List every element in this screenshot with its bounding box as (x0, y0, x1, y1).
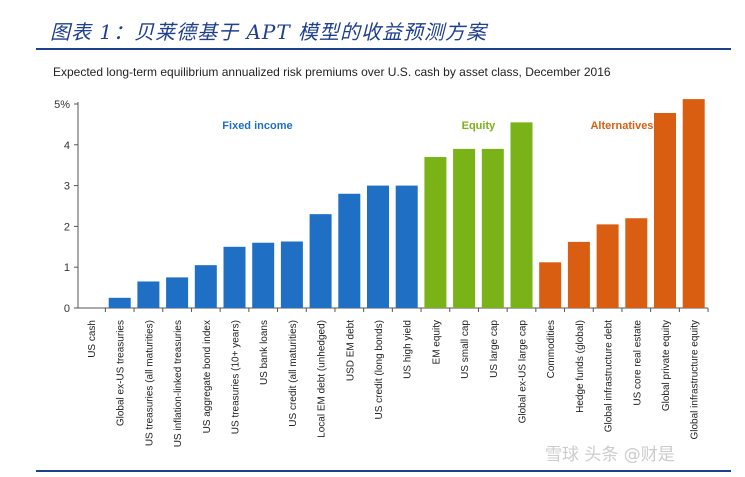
x-tick-label: Global ex-US large cap (518, 320, 529, 424)
x-tick-label: US core real estate (632, 320, 643, 406)
watermark-text: 雪球 头条 @财是 (545, 445, 675, 465)
title-divider (36, 48, 731, 50)
figure-title: 图表 1：贝莱德基于 APT 模型的收益预测方案 (50, 20, 488, 44)
y-tick-label: 4 (64, 140, 70, 152)
bar (424, 157, 447, 308)
bar (280, 241, 303, 308)
x-tick-label: US small cap (460, 320, 471, 379)
x-tick-label: Global infrastructure debt (604, 320, 615, 433)
bar (367, 185, 389, 308)
bar (625, 218, 648, 308)
y-tick-label: 2 (64, 221, 70, 233)
bar (481, 148, 504, 308)
x-tick-label: Hedge funds (global) (575, 320, 586, 413)
x-tick-label: US high yield (403, 320, 414, 379)
x-tick-label: US credit (all maturities) (288, 320, 299, 427)
bar (194, 265, 217, 308)
x-tick-label: Global private equity (661, 320, 672, 411)
x-tick-label: US bank loans (259, 320, 270, 385)
bar (596, 224, 619, 308)
x-tick-label: EM equity (431, 320, 442, 364)
y-tick-label: 3 (64, 181, 70, 193)
bar (510, 122, 533, 308)
x-tick-labels: US cash Global ex-US treasuries US treasur… (87, 320, 701, 448)
y-tick-label: 1 (64, 262, 70, 274)
y-tick-label: 0 (64, 303, 70, 315)
y-tick-label: 5% (54, 99, 70, 111)
x-tick-label: Global ex-US treasuries (116, 320, 127, 426)
group-label: Alternatives (590, 120, 653, 132)
x-tick-label: US treasuries (all maturities) (144, 320, 155, 446)
bar (137, 281, 160, 308)
x-tick-label: US aggregate bond index (202, 320, 213, 433)
x-tick-label: US cash (87, 320, 98, 358)
bar (654, 112, 676, 308)
bar (166, 277, 189, 308)
x-tick-label: Commodities (546, 320, 557, 378)
x-axis (78, 307, 709, 312)
x-tick-label: Global infrastructure equity (690, 320, 701, 440)
x-tick-label: Local EM debt (unhedged) (317, 320, 328, 438)
x-tick-label: USD EM debt (345, 320, 356, 381)
bar (567, 241, 590, 308)
bar (682, 99, 705, 308)
bottom-divider (36, 470, 731, 472)
bar (309, 214, 332, 308)
bar (108, 297, 131, 308)
group-label: Equity (462, 120, 496, 132)
bar (395, 185, 418, 308)
bar (338, 193, 361, 308)
x-tick-label: US treasuries (10+ years) (231, 320, 242, 434)
group-labels: Fixed income Equity Alternatives (222, 120, 653, 132)
group-label: Fixed income (222, 120, 292, 132)
bar (539, 262, 562, 308)
bar (252, 242, 275, 308)
x-tick-label: US credit (long bonds) (374, 320, 385, 420)
x-tick-label: US large cap (489, 320, 500, 378)
chart-title: Expected long-term equilibrium annualize… (53, 65, 611, 79)
x-tick-label: US inflation-linked treasuries (173, 320, 184, 447)
bar (453, 148, 476, 308)
bar (223, 246, 246, 308)
y-axis: 0 1 2 3 4 5% (54, 99, 79, 315)
bars (108, 99, 705, 308)
